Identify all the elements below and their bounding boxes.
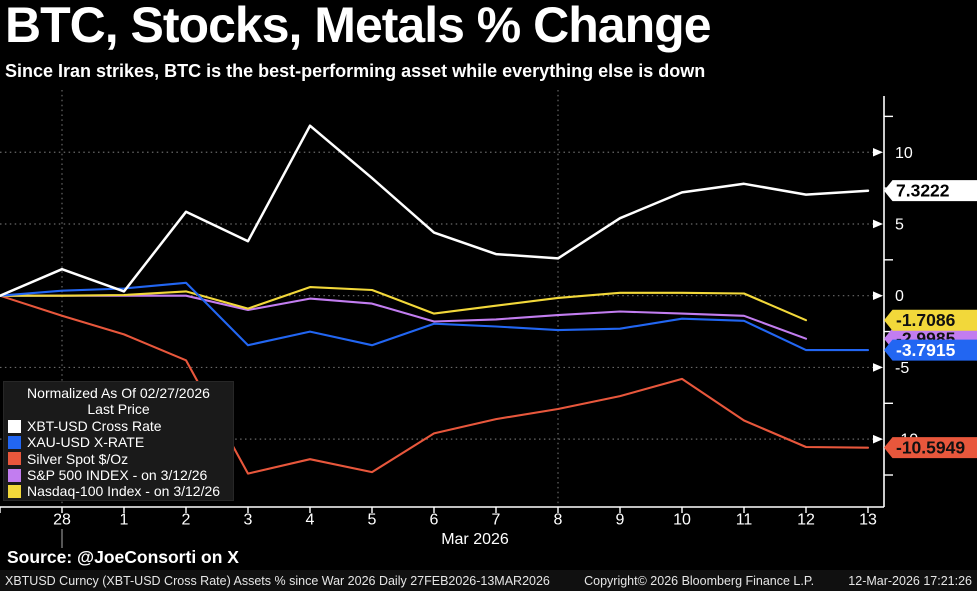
source-attribution: Source: @JoeConsorti on X (7, 547, 239, 567)
footer-copyright: Copyright© 2026 Bloomberg Finance L.P. (584, 573, 815, 588)
x-gridlines (61, 90, 559, 507)
svg-text:6: 6 (430, 512, 439, 529)
legend-last-price-label: Last Price (87, 401, 150, 418)
svg-text:5: 5 (368, 512, 377, 529)
svg-text:5: 5 (895, 216, 904, 233)
legend-item-silver: Silver Spot $/Oz (4, 451, 233, 467)
svg-text:2: 2 (182, 512, 191, 529)
legend-item-label: Nasdaq-100 Index - on 3/12/26 (27, 483, 221, 500)
line-s-p-500-index-on-3-12-26 (0, 294, 808, 340)
svg-text:-3.7915: -3.7915 (896, 340, 956, 360)
legend-item-label: XAU-USD X-RATE (27, 434, 145, 451)
last-price-badge-xbt-usd-cross-rate: 7.3222 (884, 180, 977, 202)
svg-text:10: 10 (673, 512, 691, 529)
svg-text:-5: -5 (895, 360, 909, 377)
y-gridlines (0, 147, 883, 444)
svg-text:0: 0 (895, 288, 904, 305)
svg-text:7.3222: 7.3222 (896, 181, 950, 201)
page-subtitle: Since Iran strikes, BTC is the best-perf… (5, 61, 706, 81)
legend-item-label: XBT-USD Cross Rate (27, 417, 162, 434)
legend-item-xbt: XBT-USD Cross Rate (4, 418, 233, 434)
svg-text:28: 28 (53, 512, 71, 529)
legend-item-label: Silver Spot $/Oz (27, 450, 129, 467)
svg-text:11: 11 (736, 512, 753, 529)
legend-swatch-purple (8, 468, 21, 482)
legend-swatch-white (8, 419, 21, 433)
last-price-badge-silver-spot-oz: -10.5949 (884, 437, 977, 459)
line-xbt-usd-cross-rate (0, 124, 870, 297)
svg-text:-10.5949: -10.5949 (896, 438, 965, 458)
legend-item-spx: S&P 500 INDEX - on 3/12/26 (4, 467, 233, 483)
svg-text:3: 3 (244, 512, 253, 529)
legend-item-nasdaq: Nasdaq-100 Index - on 3/12/26 (4, 483, 233, 499)
svg-text:10: 10 (895, 145, 913, 162)
svg-text:8: 8 (554, 512, 563, 529)
line-nasdaq-100-index-on-3-12-26 (0, 286, 808, 322)
svg-text:9: 9 (616, 512, 625, 529)
svg-text:1: 1 (120, 512, 129, 529)
svg-text:12: 12 (797, 512, 815, 529)
legend-swatch-yellow (8, 485, 21, 499)
last-price-badge-nasdaq-100-index-on-3-12-26: -1.7086 (884, 309, 977, 331)
svg-text:4: 4 (306, 512, 315, 529)
svg-text:-1.7086: -1.7086 (896, 310, 956, 330)
x-axis-month-label: Mar 2026 (441, 531, 509, 548)
svg-text:7: 7 (492, 512, 501, 529)
legend-swatch-blue (8, 435, 21, 449)
footer-timestamp: 12-Mar-2026 17:21:26 (848, 573, 972, 588)
terminal-footer: XBTUSD Curncy (XBT-USD Cross Rate) Asset… (0, 570, 977, 591)
legend-item-label: S&P 500 INDEX - on 3/12/26 (27, 467, 208, 484)
last-price-badge-xau-usd-x-rate: -3.7915 (884, 339, 977, 361)
page-title: BTC, Stocks, Metals % Change (5, 0, 711, 53)
legend-swatch-orange (8, 452, 21, 466)
legend-normalized-label: Normalized As Of 02/27/2026 (27, 385, 210, 401)
svg-text:13: 13 (859, 512, 877, 529)
line-silver-spot-oz (0, 294, 870, 475)
footer-security-description: XBTUSD Curncy (XBT-USD Cross Rate) Asset… (5, 573, 550, 588)
legend: Normalized As Of 02/27/2026 Last Price X… (3, 381, 234, 501)
line-xau-usd-x-rate (0, 281, 870, 352)
legend-item-xau: XAU-USD X-RATE (4, 434, 233, 450)
